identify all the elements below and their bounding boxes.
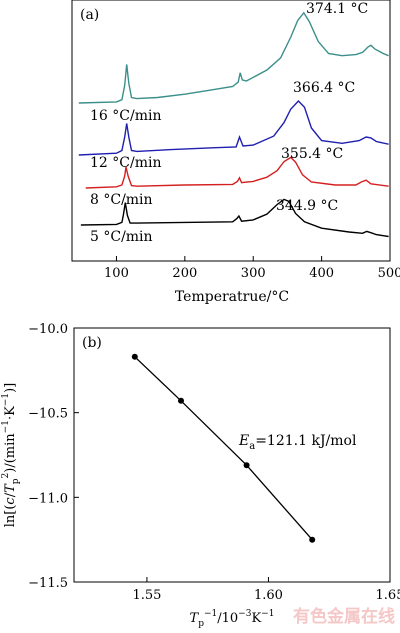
panel-a-frame (71, 0, 391, 262)
peak-label-16: 374.1 °C (306, 1, 368, 17)
x-axis-label-a: Temperatrue/°C (175, 289, 289, 305)
x-tick-label-a-100: 100 (104, 266, 129, 281)
ea-subscript: a (249, 441, 255, 452)
panel-a-label: (a) (80, 7, 99, 23)
y-tick-label-b: −11.0 (28, 491, 68, 506)
peak-label-12: 366.4 °C (293, 80, 355, 96)
x-tick-label-b: 1.65 (376, 588, 400, 603)
x-axis-label-b: Tp−1/10−3K−1 (190, 609, 275, 629)
y-tick-label-b: −10.5 (28, 407, 68, 422)
x-tick-label-a-400: 400 (309, 266, 334, 281)
data-point (131, 353, 138, 360)
x-tick-label-a-200: 200 (172, 266, 197, 281)
activation-energy-annotation: Ea=121.1 kJ/mol (238, 433, 357, 452)
panel-b: (b) −10.0 −10.5 −11.0 −11.5 1.55 1.60 1.65 Ea=… (1, 322, 400, 629)
y-tick-label-b: −10.0 (28, 322, 68, 337)
ea-symbol: E (238, 433, 249, 449)
panel-a-x-ticks: 100 200 300 400 500 (104, 256, 400, 281)
dsc-curve-12-c-per-min (78, 99, 389, 156)
panel-b-plot (131, 353, 316, 543)
x-tick-label-b: 1.55 (132, 588, 161, 603)
panel-a: (a) 100 200 300 400 500 16 °C/min 12 °C/min … (71, 0, 400, 305)
peak-label-8: 355.4 °C (281, 146, 343, 162)
data-point (309, 536, 316, 543)
dsc-curve-8-c-per-min (85, 156, 389, 189)
rate-label-16: 16 °C/min (90, 108, 161, 124)
panel-b-label: (b) (82, 335, 102, 351)
x-tick-label-a-500: 500 (378, 266, 400, 281)
arrhenius-fit-line (134, 356, 313, 541)
panel-b-ticks: −10.0 −10.5 −11.0 −11.5 1.55 1.60 1.65 (28, 322, 400, 603)
x-tick-label-b: 1.60 (254, 588, 283, 603)
dsc-curve-16-c-per-min (78, 11, 389, 104)
panel-b-frame (73, 327, 391, 583)
rate-label-8: 8 °C/min (90, 192, 153, 208)
peak-label-5: 344.9 °C (276, 198, 338, 214)
y-tick-label-b: −11.5 (28, 576, 68, 591)
dsc-curve-5-c-per-min (80, 198, 389, 238)
ea-value: =121.1 kJ/mol (255, 433, 357, 449)
x-tick-label-a-300: 300 (241, 266, 266, 281)
panel-a-curves (78, 11, 389, 238)
rate-label-12: 12 °C/min (90, 155, 161, 171)
y-axis-label-b: ln[(c/Tp2)/(min−1·K−1)] (1, 383, 21, 528)
data-point (178, 397, 184, 404)
watermark-text: 有色金属在线 (293, 606, 395, 627)
data-point (243, 462, 250, 469)
rate-label-5: 5 °C/min (90, 229, 153, 245)
